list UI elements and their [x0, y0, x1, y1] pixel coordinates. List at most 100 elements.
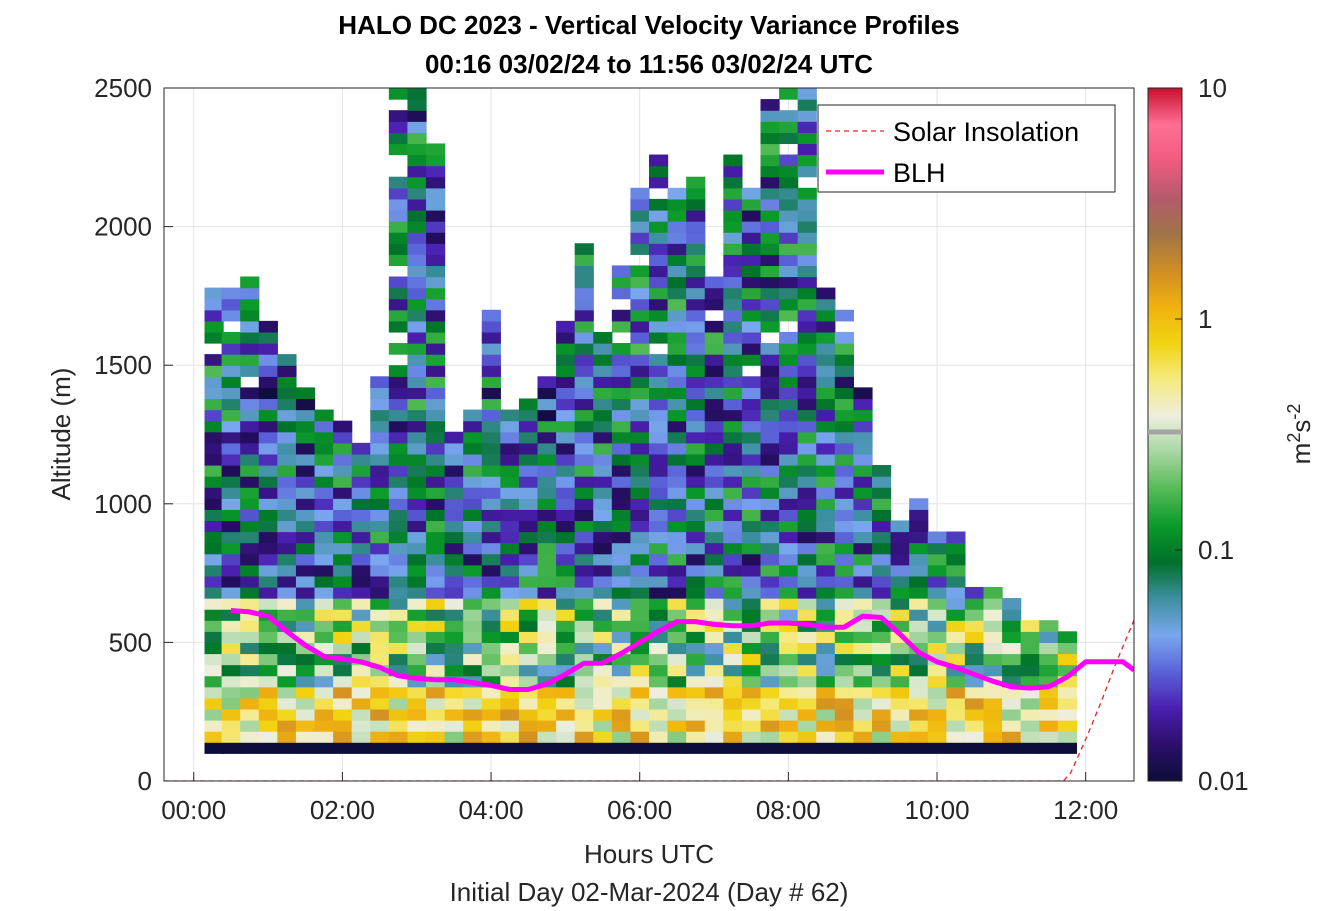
variance-cell [500, 642, 520, 655]
variance-cell [204, 320, 224, 333]
variance-cell [1002, 642, 1022, 655]
variance-cell [834, 686, 855, 699]
variance-cell [741, 586, 762, 599]
variance-cell [370, 409, 390, 422]
variance-cell [779, 165, 799, 178]
variance-cell [240, 708, 260, 721]
variance-cell [667, 575, 687, 588]
variance-cell [240, 531, 260, 544]
variance-cell [760, 254, 780, 267]
variance-cell [574, 642, 594, 655]
variance-cell [593, 431, 613, 444]
variance-cell [333, 553, 353, 566]
variance-cell [333, 664, 353, 677]
variance-cell [816, 731, 836, 743]
variance-cell [295, 742, 316, 754]
variance-cell [760, 476, 780, 488]
variance-cell [649, 209, 669, 222]
colorbar-label: m2s-2 [1284, 404, 1316, 465]
variance-cell [630, 320, 650, 333]
variance-cell [667, 498, 687, 510]
colorbar-tick-label: 0.1 [1198, 535, 1234, 565]
variance-cell [426, 542, 446, 555]
variance-cell [444, 631, 464, 643]
variance-cell [649, 320, 669, 333]
variance-cell [649, 387, 669, 400]
variance-cell [946, 598, 966, 610]
variance-cell [611, 453, 632, 466]
variance-cell [964, 697, 985, 710]
variance-cell [370, 575, 390, 588]
variance-cell [649, 731, 669, 743]
variance-cell [537, 686, 557, 699]
variance-cell [890, 542, 910, 555]
variance-cell [760, 487, 780, 499]
variance-cell [593, 376, 613, 388]
variance-cell [388, 276, 409, 289]
variance-cell [834, 631, 855, 643]
variance-cell [704, 742, 724, 754]
variance-cell [537, 420, 557, 433]
variance-cell [351, 731, 371, 743]
variance-cell [741, 708, 762, 721]
variance-cell [704, 575, 724, 588]
variance-cell [574, 586, 594, 599]
variance-cell [556, 442, 576, 455]
variance-cell [444, 586, 464, 599]
variance-cell [295, 498, 316, 510]
variance-cell [426, 265, 446, 278]
variance-cell [407, 365, 427, 377]
variance-cell [518, 598, 539, 610]
variance-cell [741, 276, 762, 289]
variance-cell [611, 431, 632, 444]
variance-cell [204, 586, 224, 599]
variance-cell [593, 731, 613, 743]
variance-cell [204, 398, 224, 411]
variance-cell [221, 586, 241, 599]
variance-cell [388, 132, 409, 145]
variance-cell [500, 731, 520, 743]
variance-cell [370, 509, 390, 522]
variance-cell [444, 476, 464, 488]
variance-cell [351, 686, 371, 699]
variance-cell [240, 354, 260, 366]
variance-cell [204, 420, 224, 433]
variance-cell [407, 442, 427, 455]
variance-cell [388, 110, 409, 122]
variance-cell [204, 664, 224, 677]
variance-cell [834, 564, 855, 577]
variance-cell [314, 531, 334, 544]
variance-cell [444, 653, 464, 666]
variance-cell [779, 720, 799, 732]
variance-cell [481, 586, 501, 599]
variance-cell [611, 320, 632, 333]
variance-cell [314, 476, 334, 488]
variance-cell [741, 464, 762, 477]
variance-cell [463, 642, 483, 655]
variance-cell [556, 531, 576, 544]
variance-cell [630, 642, 650, 655]
variance-cell [686, 531, 706, 544]
blh-line [230, 608, 1134, 692]
variance-cell [370, 531, 390, 544]
variance-cell [556, 708, 576, 721]
variance-cell [834, 575, 855, 588]
variance-cell [370, 631, 390, 643]
variance-cell [741, 509, 762, 522]
variance-cell [370, 609, 390, 621]
variance-cell [741, 409, 762, 422]
variance-cell [518, 420, 539, 433]
variance-cell [537, 553, 557, 566]
variance-cell [779, 742, 799, 754]
variance-cell [574, 742, 594, 754]
variance-cell [760, 320, 780, 333]
variance-cell [704, 598, 724, 610]
variance-cell [1002, 708, 1022, 721]
variance-cell [611, 731, 632, 743]
variance-cell [426, 575, 446, 588]
variance-cell [649, 398, 669, 411]
variance-cell [927, 664, 947, 677]
variance-cell [388, 520, 409, 533]
variance-cell [723, 509, 743, 522]
variance-cell [779, 598, 799, 610]
